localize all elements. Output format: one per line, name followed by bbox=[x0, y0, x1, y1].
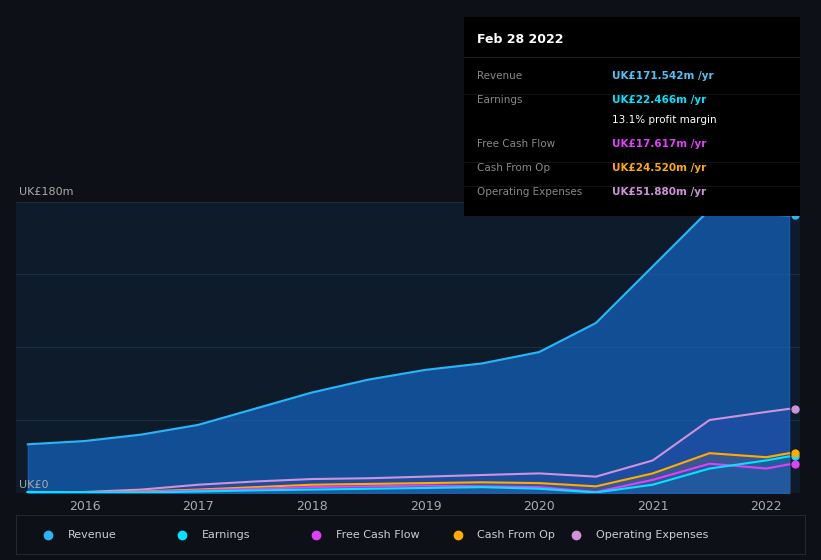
Text: UK£22.466m /yr: UK£22.466m /yr bbox=[612, 95, 706, 105]
Text: UK£0: UK£0 bbox=[19, 479, 48, 489]
Text: UK£24.520m /yr: UK£24.520m /yr bbox=[612, 163, 706, 173]
Text: Free Cash Flow: Free Cash Flow bbox=[477, 139, 556, 149]
Text: UK£17.617m /yr: UK£17.617m /yr bbox=[612, 139, 706, 149]
Text: UK£180m: UK£180m bbox=[19, 186, 73, 197]
Text: UK£51.880m /yr: UK£51.880m /yr bbox=[612, 186, 706, 197]
Text: Cash From Op: Cash From Op bbox=[477, 163, 550, 173]
Text: Operating Expenses: Operating Expenses bbox=[477, 186, 583, 197]
Text: Cash From Op: Cash From Op bbox=[478, 530, 555, 540]
Text: UK£171.542m /yr: UK£171.542m /yr bbox=[612, 72, 713, 81]
Text: Earnings: Earnings bbox=[477, 95, 523, 105]
Text: Feb 28 2022: Feb 28 2022 bbox=[477, 32, 564, 46]
Text: Free Cash Flow: Free Cash Flow bbox=[336, 530, 420, 540]
Text: Earnings: Earnings bbox=[202, 530, 250, 540]
Text: 13.1% profit margin: 13.1% profit margin bbox=[612, 115, 717, 125]
Text: Operating Expenses: Operating Expenses bbox=[596, 530, 708, 540]
Text: Revenue: Revenue bbox=[477, 72, 522, 81]
Text: Revenue: Revenue bbox=[67, 530, 117, 540]
